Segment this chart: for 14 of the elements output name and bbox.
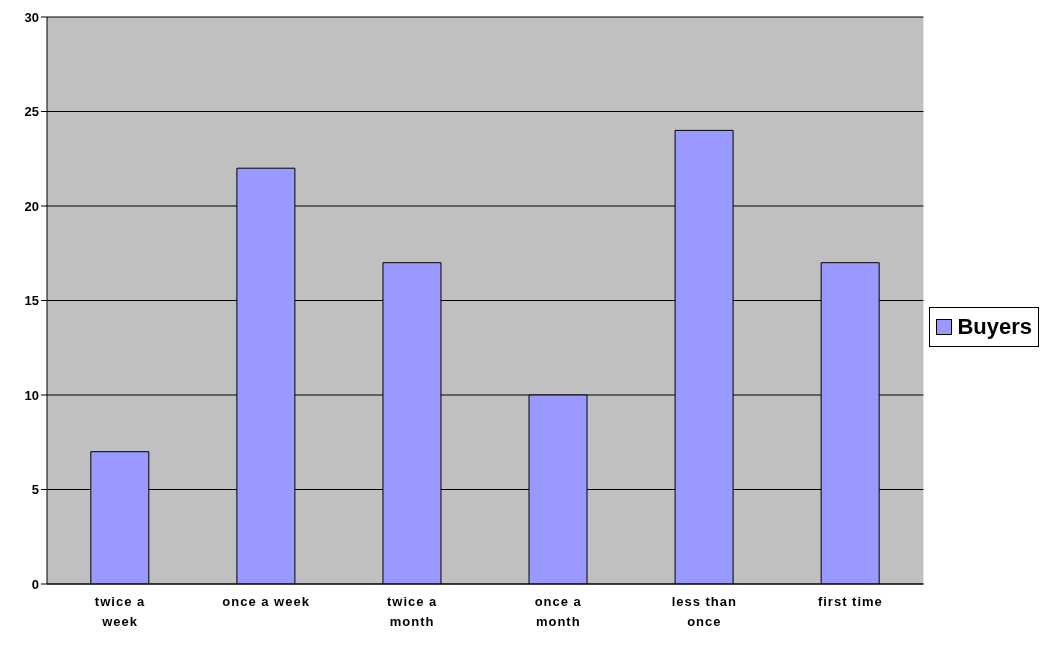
x-tick-label: once a week [222, 594, 310, 609]
y-tick-label: 15 [24, 293, 39, 309]
x-tick-label: once a month [534, 594, 582, 629]
x-tick-label: twice a month [386, 594, 438, 629]
y-tick-label: 25 [24, 104, 39, 120]
y-tick-label: 20 [24, 198, 39, 214]
y-tick-label: 30 [24, 9, 39, 25]
x-tick-label: less than once [671, 594, 737, 629]
legend-label: Buyers [957, 314, 1032, 340]
x-tick-label: twice a week [94, 594, 146, 629]
y-tick-label: 5 [31, 482, 39, 498]
x-tick-label: first time [817, 594, 883, 609]
y-tick-label: 0 [31, 576, 39, 592]
y-tick-label: 10 [24, 387, 39, 403]
